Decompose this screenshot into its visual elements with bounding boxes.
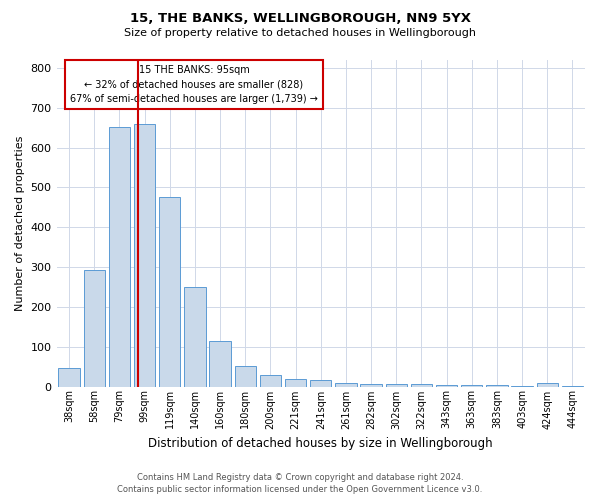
Text: Size of property relative to detached houses in Wellingborough: Size of property relative to detached ho…	[124, 28, 476, 38]
Bar	[58, 368, 80, 386]
Bar	[486, 385, 508, 386]
Bar	[411, 384, 432, 386]
Bar	[209, 340, 231, 386]
Bar	[184, 287, 206, 386]
Text: 15 THE BANKS: 95sqm
← 32% of detached houses are smaller (828)
67% of semi-detac: 15 THE BANKS: 95sqm ← 32% of detached ho…	[70, 65, 318, 104]
Bar	[436, 384, 457, 386]
Y-axis label: Number of detached properties: Number of detached properties	[15, 136, 25, 311]
Text: Contains HM Land Registry data © Crown copyright and database right 2024.
Contai: Contains HM Land Registry data © Crown c…	[118, 472, 482, 494]
Bar	[159, 196, 181, 386]
Bar	[235, 366, 256, 386]
Bar	[109, 127, 130, 386]
Bar	[83, 270, 105, 386]
X-axis label: Distribution of detached houses by size in Wellingborough: Distribution of detached houses by size …	[148, 437, 493, 450]
Bar	[285, 380, 307, 386]
Bar	[461, 384, 482, 386]
Bar	[361, 384, 382, 386]
Bar	[335, 384, 356, 386]
Bar	[134, 124, 155, 386]
Bar	[310, 380, 331, 386]
Bar	[536, 384, 558, 386]
Bar	[386, 384, 407, 386]
Text: 15, THE BANKS, WELLINGBOROUGH, NN9 5YX: 15, THE BANKS, WELLINGBOROUGH, NN9 5YX	[130, 12, 470, 26]
Bar	[260, 376, 281, 386]
